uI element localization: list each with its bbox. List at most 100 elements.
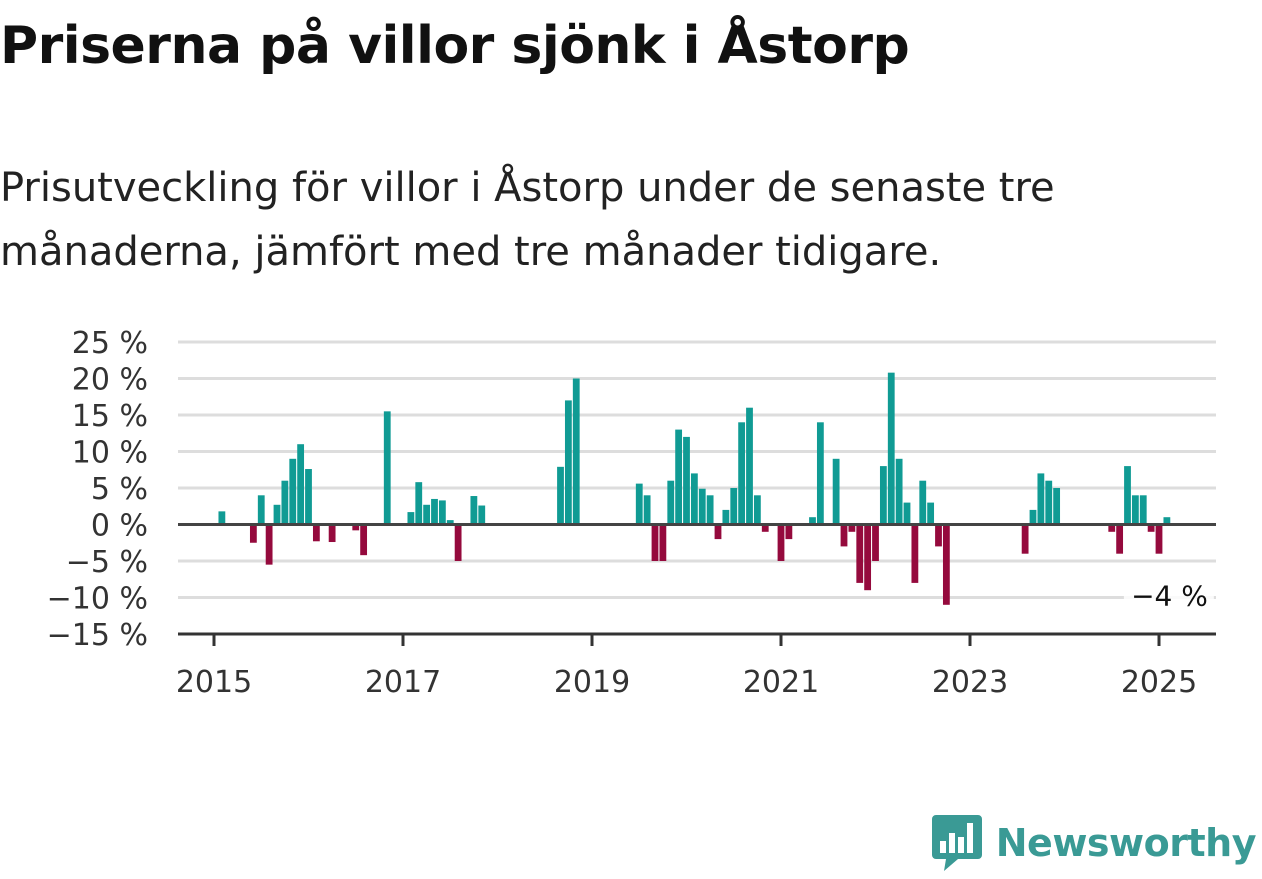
bar [785,524,793,540]
bar [879,466,887,525]
bar [564,400,572,525]
y-tick-label: 0 % [91,509,148,544]
bar [919,480,927,525]
bar [1147,524,1155,532]
bar [667,480,675,525]
x-tick-label: 2015 [176,665,252,700]
x-tick-label: 2021 [743,665,819,700]
brand-name: Newsworthy [995,821,1257,865]
bar [305,469,312,525]
bar [478,505,486,525]
chart-subtitle: Prisutveckling för villor i Åstorp under… [0,165,1055,275]
bar [864,524,872,591]
y-tick-label: 5 % [91,472,148,507]
y-tick-label: 15 % [72,399,148,434]
bar [903,502,911,525]
bar [635,483,643,525]
annotations: −4 % [1123,577,1214,614]
y-tick-label: 20 % [72,363,148,398]
bar [738,422,746,525]
bar [848,524,856,532]
bar [911,524,919,583]
bar [572,378,580,525]
bar [557,466,564,525]
bar [643,495,651,525]
bar [249,524,257,543]
bar [273,504,281,525]
bar [438,500,446,525]
bar [352,524,360,531]
bar [816,422,824,525]
bar [446,520,454,525]
x-tick-label: 2017 [365,665,441,700]
bar [856,524,864,583]
bar [651,524,659,561]
bar [714,524,722,540]
bar [1045,480,1053,525]
bar [872,524,879,561]
bar [1155,524,1163,554]
axes [178,523,1216,646]
bar-chart-speech-bubble-icon [931,815,982,871]
bar [1053,488,1061,525]
bar [415,482,423,525]
bar [1131,495,1139,525]
bar [1163,517,1171,525]
bar [257,495,265,525]
bar [698,488,706,525]
bar [265,524,273,565]
y-tick-label: −5 % [66,545,148,580]
chart-title: Priserna på villor sjönk i Åstorp [0,16,910,76]
bar [753,495,761,525]
bar [454,524,462,561]
x-tick-label: 2025 [1121,665,1197,700]
bar [360,524,368,556]
bar [328,524,336,543]
bar [470,496,478,525]
bar [1108,524,1116,532]
tick-labels: 25 %20 %15 %10 %5 %0 %−5 %−10 %−15 % 2015… [47,326,1198,700]
bar [1029,509,1037,525]
bar [407,512,415,525]
bar [1021,524,1029,554]
bar [423,504,431,525]
bar [887,372,895,525]
bar [832,458,840,525]
bar [297,444,305,525]
price-change-bar-chart: 25 %20 %15 %10 %5 %0 %−5 %−10 %−15 % 2015… [47,326,1216,700]
bar [281,480,289,525]
bar [383,411,391,525]
bar [683,436,690,525]
bar [706,495,714,525]
bar [218,511,226,525]
bar [289,458,297,525]
newsworthy-logo: Newsworthy [931,815,1257,871]
bar [722,509,730,525]
bar [1116,524,1124,554]
x-tick-label: 2023 [932,665,1008,700]
bar [1139,495,1147,525]
bar [895,458,903,525]
bar [1124,466,1131,525]
x-tick-label: 2019 [554,665,630,700]
bar [942,524,950,605]
annotation-background [1123,577,1214,614]
bar [746,407,753,525]
grid-lines [178,340,1216,599]
bar [730,488,738,525]
bar [927,502,935,525]
bar [690,473,698,525]
last-value-annotation: −4 % [1131,580,1208,613]
bar [777,524,785,561]
y-tick-label: −10 % [47,582,148,617]
bar [675,429,683,525]
bar [809,517,816,525]
y-tick-label: −15 % [47,618,148,653]
bar [1037,473,1045,525]
bar [840,524,848,547]
bar [761,524,769,532]
y-tick-label: 25 % [72,326,148,361]
bar [659,524,667,561]
y-tick-label: 10 % [72,436,148,471]
bar [935,524,942,547]
